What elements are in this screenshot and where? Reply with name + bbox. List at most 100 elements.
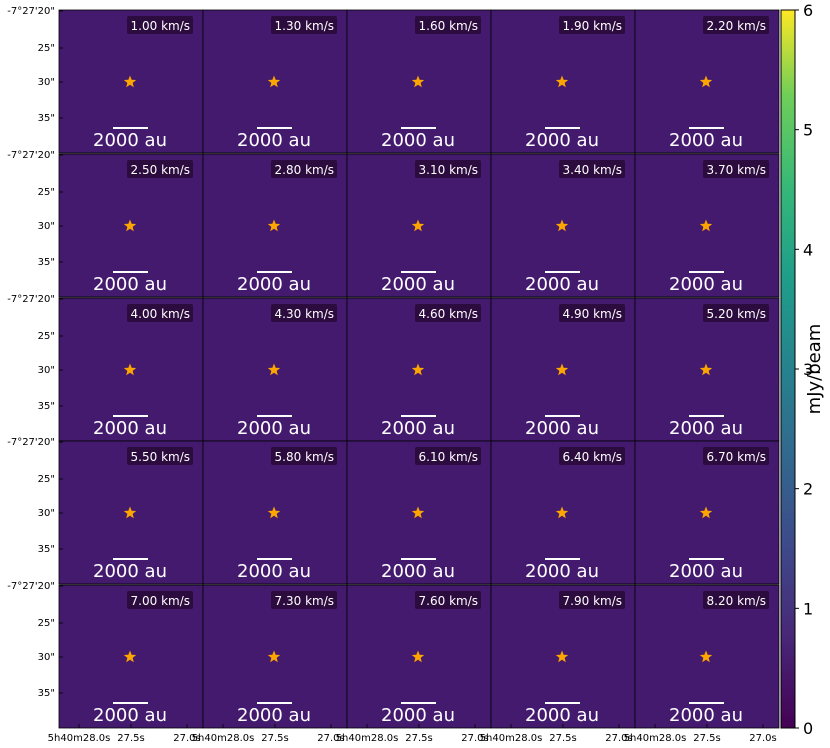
- source-star-icon: [555, 363, 569, 376]
- scale-bar-label: 2000 au: [381, 274, 455, 295]
- x-tick-label: 5h40m28.0s: [624, 733, 687, 744]
- y-tick-label: -7°27'20": [7, 581, 55, 592]
- source-star-icon: [699, 75, 713, 88]
- scale-bar-label: 2000 au: [237, 274, 311, 295]
- scale-bar-label: 2000 au: [237, 130, 311, 151]
- velocity-label: 2.80 km/s: [275, 163, 334, 177]
- scale-bar-label: 2000 au: [669, 130, 743, 151]
- velocity-label: 4.90 km/s: [563, 307, 622, 321]
- x-tick-label: 5h40m28.0s: [192, 733, 255, 744]
- scale-bar-label: 2000 au: [669, 561, 743, 582]
- velocity-label-box: [271, 16, 337, 34]
- scale-bar-label: 2000 au: [381, 130, 455, 151]
- y-tick-label: 30": [38, 77, 55, 88]
- velocity-label-box: [415, 304, 481, 322]
- channel-panel: 3.40 km/s 2000 au: [490, 153, 636, 298]
- velocity-label: 4.00 km/s: [131, 307, 190, 321]
- x-tick-label: 5h40m28.0s: [48, 733, 111, 744]
- channel-panel: 2.50 km/s 2000 au: [58, 153, 204, 298]
- channel-panel: 6.40 km/s 2000 au: [490, 440, 636, 585]
- velocity-label-box: [271, 160, 337, 178]
- x-tick-label: 27.5s: [693, 733, 720, 744]
- velocity-label: 2.50 km/s: [131, 163, 190, 177]
- channel-panel: 2.80 km/s 2000 au: [202, 153, 348, 298]
- y-tick-label: -7°27'20": [7, 437, 55, 448]
- channel-panel: 4.30 km/s 2000 au: [202, 297, 348, 442]
- colorbar-tick-label: 3: [803, 360, 813, 379]
- velocity-label: 5.20 km/s: [707, 307, 766, 321]
- velocity-label: 6.70 km/s: [707, 450, 766, 464]
- velocity-label-box: [703, 447, 769, 465]
- y-tick-label: 30": [38, 365, 55, 376]
- velocity-label-box: [127, 447, 193, 465]
- velocity-label: 4.30 km/s: [275, 307, 334, 321]
- source-star-icon: [699, 650, 713, 663]
- velocity-label: 7.30 km/s: [275, 594, 334, 608]
- source-star-icon: [267, 75, 281, 88]
- source-star-icon: [555, 650, 569, 663]
- x-tick-label: 27.5s: [405, 733, 432, 744]
- channel-panel: 5.50 km/s 2000 au: [58, 440, 204, 585]
- scale-bar-label: 2000 au: [669, 418, 743, 439]
- scale-bar-label: 2000 au: [525, 561, 599, 582]
- source-star-icon: [123, 75, 137, 88]
- velocity-label-box: [703, 591, 769, 609]
- velocity-label-box: [127, 160, 193, 178]
- y-tick-label: -7°27'20": [7, 294, 55, 305]
- velocity-label-box: [127, 16, 193, 34]
- source-star-icon: [699, 506, 713, 519]
- velocity-label: 3.10 km/s: [419, 163, 478, 177]
- scale-bar-label: 2000 au: [525, 130, 599, 151]
- source-star-icon: [555, 75, 569, 88]
- x-tick-label: 27.0s: [173, 733, 200, 744]
- velocity-label-box: [271, 591, 337, 609]
- channel-panel: 4.00 km/s 2000 au: [58, 297, 204, 442]
- source-star-icon: [123, 219, 137, 232]
- x-tick-label: 5h40m28.0s: [336, 733, 399, 744]
- y-tick-label: -7°27'20": [7, 150, 55, 161]
- colorbar-tick-label: 5: [803, 121, 813, 140]
- source-star-icon: [555, 506, 569, 519]
- channel-panel: 3.70 km/s 2000 au: [634, 153, 780, 298]
- x-tick-label: 5h40m28.0s: [480, 733, 543, 744]
- velocity-label-box: [559, 16, 625, 34]
- scale-bar-label: 2000 au: [381, 705, 455, 726]
- scale-bar-label: 2000 au: [381, 561, 455, 582]
- y-axis-labels: -7°27'20" 25" 30" 35" -7°27'20" 25" 30" 35" -7°2…: [7, 6, 63, 699]
- velocity-label-box: [271, 304, 337, 322]
- scale-bar-label: 2000 au: [237, 418, 311, 439]
- scale-bar-label: 2000 au: [381, 418, 455, 439]
- scale-bar-label: 2000 au: [93, 418, 167, 439]
- y-tick-label: 25": [38, 618, 55, 629]
- scale-bar-label: 2000 au: [93, 274, 167, 295]
- channel-panel: 4.60 km/s 2000 au: [346, 297, 492, 442]
- channel-panel: 1.00 km/s 2000 au: [58, 9, 204, 154]
- colorbar-ticks: 0 1 2 3 4 5 6: [795, 1, 813, 738]
- velocity-label: 5.80 km/s: [275, 450, 334, 464]
- source-star-icon: [267, 219, 281, 232]
- source-star-icon: [411, 650, 425, 663]
- source-star-icon: [411, 75, 425, 88]
- y-tick-label: 35": [38, 113, 55, 124]
- x-tick-label: 27.0s: [317, 733, 344, 744]
- velocity-label-box: [559, 160, 625, 178]
- colorbar-tick-label: 1: [803, 599, 813, 618]
- source-star-icon: [123, 506, 137, 519]
- source-star-icon: [699, 219, 713, 232]
- channel-panel: 7.90 km/s 2000 au: [490, 584, 636, 729]
- scale-bar-label: 2000 au: [237, 561, 311, 582]
- scale-bar-label: 2000 au: [669, 705, 743, 726]
- velocity-label-box: [415, 160, 481, 178]
- channel-panel: 1.90 km/s 2000 au: [490, 9, 636, 154]
- y-tick-label: 30": [38, 652, 55, 663]
- channel-panel: 7.30 km/s 2000 au: [202, 584, 348, 729]
- source-star-icon: [699, 363, 713, 376]
- velocity-label: 1.30 km/s: [275, 19, 334, 33]
- source-star-icon: [411, 506, 425, 519]
- source-star-icon: [123, 363, 137, 376]
- velocity-label-box: [559, 304, 625, 322]
- scale-bar-label: 2000 au: [525, 418, 599, 439]
- velocity-label: 3.70 km/s: [707, 163, 766, 177]
